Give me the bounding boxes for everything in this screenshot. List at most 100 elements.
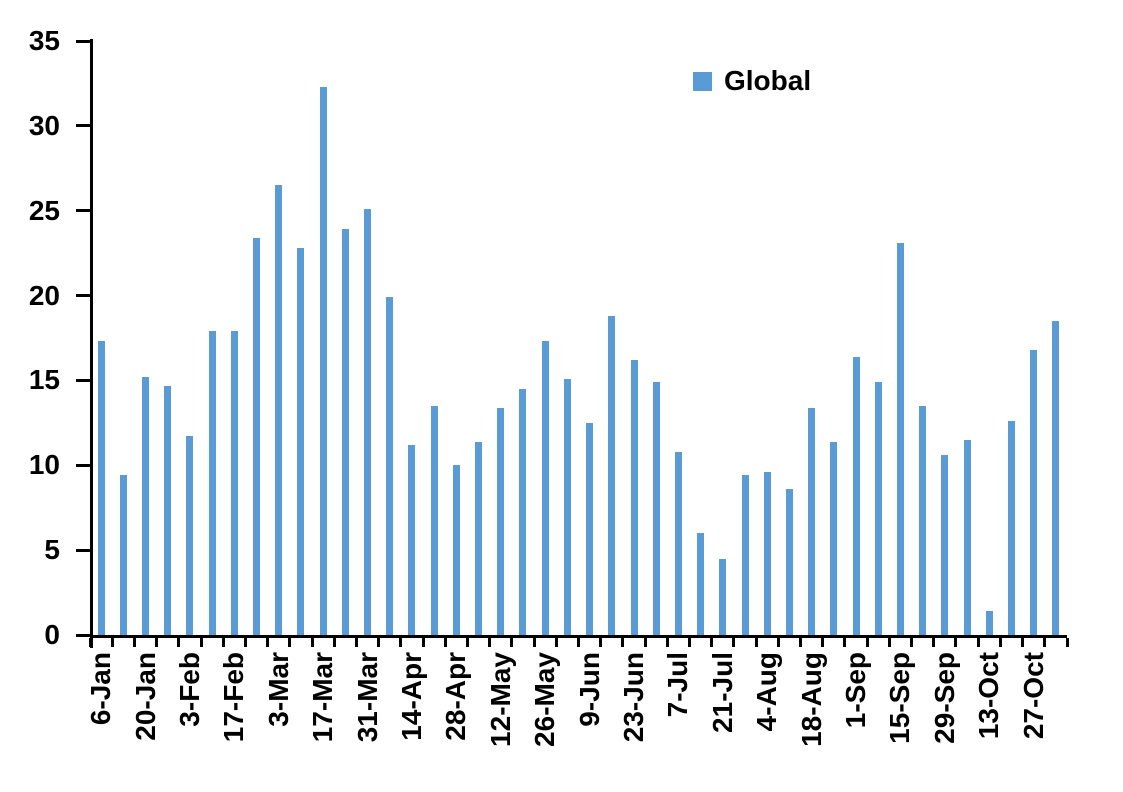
x-axis-label: 31-Mar	[351, 652, 383, 743]
x-axis-tick	[532, 638, 536, 647]
x-axis-tick	[399, 638, 403, 647]
bar-27-Jan	[164, 385, 172, 635]
x-axis-tick	[910, 638, 914, 647]
bar-7-Apr	[386, 297, 394, 635]
y-axis-tick	[76, 209, 90, 213]
x-axis-tick	[1021, 638, 1025, 647]
bar-14-Jul	[697, 533, 705, 635]
bar-16-Jun	[608, 315, 616, 635]
bar-24-Mar	[341, 229, 349, 635]
bar-15-Sep	[896, 242, 904, 635]
bar-9-Jun	[586, 422, 594, 635]
y-axis-label: 0	[44, 619, 60, 650]
x-axis-label: 12-May	[484, 652, 516, 747]
x-axis-tick	[421, 638, 425, 647]
legend-swatch-icon	[693, 71, 712, 91]
x-axis-tick	[688, 638, 692, 647]
x-axis-label: 17-Mar	[307, 652, 339, 743]
y-axis-tick	[76, 378, 90, 382]
x-axis-label: 6-Jan	[85, 652, 117, 726]
x-axis-tick	[465, 638, 469, 647]
x-axis-tick	[554, 638, 558, 647]
bar-21-Jul	[719, 558, 727, 635]
x-axis-label: 27-Oct	[1017, 652, 1049, 740]
x-axis-tick	[754, 638, 758, 647]
x-axis-tick	[221, 638, 225, 647]
bar-10-Feb	[208, 331, 216, 635]
bar-14-Apr	[408, 444, 416, 635]
y-axis-label: 30	[28, 109, 60, 141]
bar-17-Mar	[319, 86, 327, 635]
bar-26-May	[541, 341, 549, 635]
x-axis-tick	[354, 638, 358, 647]
bar-8-Sep	[874, 382, 882, 635]
x-axis-tick	[488, 638, 492, 647]
y-axis-tick	[76, 124, 90, 128]
x-axis-tick	[732, 638, 736, 647]
x-axis-tick	[132, 638, 136, 647]
x-axis-tick	[1065, 638, 1069, 647]
bar-27-Oct	[1030, 349, 1038, 635]
bar-22-Sep	[919, 405, 927, 635]
x-axis-tick	[976, 638, 980, 647]
y-axis-line	[90, 39, 93, 648]
bar-3-Feb	[186, 436, 194, 635]
x-axis-tick	[577, 638, 580, 647]
bar-13-Oct	[985, 611, 993, 635]
x-axis-label: 9-Jun	[573, 652, 605, 727]
y-axis-label: 10	[28, 449, 60, 481]
bar-20-Jan	[142, 377, 149, 635]
x-axis-tick	[887, 638, 891, 647]
bar-21-Apr	[430, 405, 438, 635]
x-axis-label: 21-Jul	[706, 652, 738, 733]
legend-label: Global	[724, 65, 812, 96]
x-axis-label: 14-Apr	[395, 652, 427, 741]
bar-18-Aug	[808, 407, 816, 635]
x-axis-label: 1-Sep	[840, 652, 872, 729]
y-axis-label: 15	[28, 364, 60, 396]
bar-6-Jan	[97, 341, 105, 635]
bar-28-Jul	[741, 475, 749, 635]
y-axis-label: 35	[28, 25, 60, 56]
x-axis-label: 20-Jan	[129, 652, 161, 741]
bar-19-May	[519, 388, 527, 635]
x-axis-label: 29-Sep	[928, 652, 960, 744]
x-axis-tick	[821, 638, 825, 647]
x-axis-tick	[243, 638, 247, 647]
bar-12-May	[497, 407, 505, 635]
bar-1-Sep	[852, 356, 860, 635]
bar-28-Apr	[452, 465, 460, 635]
bar-20-Oct	[1007, 421, 1015, 635]
x-axis-tick	[599, 638, 603, 647]
x-axis-tick	[377, 638, 381, 647]
x-axis-label: 7-Jul	[662, 652, 694, 718]
x-axis-tick	[776, 638, 780, 647]
y-axis-tick	[76, 463, 90, 467]
bar-24-Feb	[253, 237, 261, 635]
x-axis-label: 17-Feb	[218, 652, 250, 743]
bar-25-Aug	[830, 441, 838, 635]
x-axis-tick	[998, 638, 1002, 647]
bar-10-Mar	[297, 248, 305, 635]
x-axis-tick	[155, 638, 159, 647]
x-axis-tick	[1043, 638, 1047, 647]
bar-3-Mar	[275, 185, 283, 635]
x-axis-tick	[443, 638, 447, 647]
bar-6-Oct	[963, 439, 971, 635]
x-axis-line	[90, 635, 1067, 638]
bar-2-Jun	[563, 378, 571, 635]
x-axis-tick	[710, 638, 714, 647]
bar-5-May	[475, 441, 483, 635]
x-axis-tick	[843, 638, 847, 647]
x-axis-label: 26-May	[529, 652, 561, 747]
bar-13-Jan	[119, 475, 127, 635]
x-axis-label: 28-Apr	[440, 652, 472, 741]
bar-29-Sep	[941, 455, 949, 635]
x-axis-tick	[621, 638, 625, 647]
bar-11-Aug	[785, 489, 793, 635]
bar-31-Mar	[364, 209, 372, 635]
x-axis-tick	[510, 638, 514, 647]
x-axis-label: 3-Mar	[262, 652, 294, 727]
y-axis-label: 25	[28, 194, 60, 226]
y-axis-tick	[76, 548, 90, 552]
